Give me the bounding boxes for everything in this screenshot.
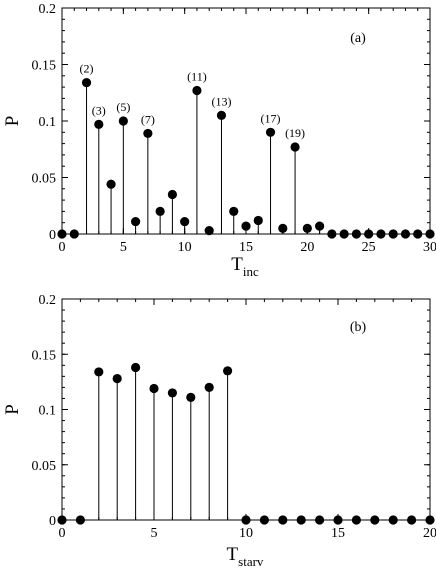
x-tick-label: 25	[362, 240, 376, 255]
data-point	[388, 229, 398, 239]
data-point	[57, 229, 67, 239]
point-annotation: (7)	[141, 112, 155, 126]
y-tick-label: 0.1	[39, 404, 57, 419]
data-point	[351, 229, 361, 239]
data-point	[204, 382, 214, 392]
x-axis-label-subscript: starv	[238, 554, 264, 569]
y-tick-label: 0	[49, 514, 56, 529]
point-annotation: (19)	[285, 126, 305, 140]
data-point	[425, 515, 435, 525]
data-point	[106, 179, 116, 189]
data-point	[131, 362, 141, 373]
y-tick-label: 0.15	[32, 59, 57, 74]
data-point	[186, 392, 196, 402]
data-point	[241, 515, 251, 525]
data-point	[118, 116, 128, 126]
x-tick-label: 10	[178, 240, 192, 255]
x-axis-label: Tstarv	[227, 544, 264, 569]
data-point	[376, 229, 386, 239]
data-point	[155, 206, 165, 216]
point-annotation: (2)	[80, 62, 94, 76]
x-axis-label: Tinc	[231, 254, 259, 279]
data-point	[302, 223, 312, 233]
x-tick-label: 5	[120, 240, 127, 255]
x-tick-label: 0	[59, 526, 66, 541]
data-point	[57, 515, 67, 525]
x-tick-label: 10	[239, 526, 253, 541]
data-point	[259, 515, 269, 525]
data-point	[94, 119, 104, 129]
point-annotation: (5)	[116, 100, 130, 114]
data-point	[241, 221, 251, 231]
data-point	[204, 226, 214, 236]
x-tick-label: 30	[423, 240, 436, 255]
data-point	[315, 221, 325, 231]
x-tick-label: 0	[59, 240, 66, 255]
data-point	[400, 229, 411, 239]
x-tick-label: 20	[423, 526, 436, 541]
x-tick-label: 5	[151, 526, 158, 541]
point-annotation: (13)	[211, 94, 231, 108]
data-point	[265, 127, 276, 137]
panel-b-chart: 0 5 10 15 20 0 0.05 0.1 0.15 0.2 (b) P Tstarv	[2, 293, 436, 569]
data-point	[351, 515, 361, 525]
plot-frame	[61, 7, 431, 235]
data-point	[94, 367, 104, 377]
data-point	[75, 515, 85, 525]
data-point	[149, 383, 159, 394]
data-point	[216, 110, 227, 120]
x-tick-label: 15	[331, 526, 345, 541]
x-tick-label: 15	[239, 240, 253, 255]
data-point	[81, 77, 92, 88]
data-point	[333, 515, 343, 525]
point-annotation: (11)	[187, 69, 207, 83]
data-point	[143, 128, 153, 139]
x-axis-label-subscript: inc	[243, 264, 259, 279]
y-tick-label: 0.05	[32, 459, 57, 474]
panel-label: (a)	[350, 31, 366, 46]
data-point	[167, 189, 177, 200]
data-point	[425, 229, 435, 239]
data-point	[296, 515, 306, 525]
data-point	[69, 229, 79, 239]
y-tick-label: 0	[49, 228, 56, 243]
data-point	[223, 366, 233, 376]
data-point	[180, 216, 190, 227]
data-point	[253, 215, 263, 226]
data-point	[413, 229, 423, 239]
data-point	[364, 229, 374, 239]
data-point	[192, 85, 202, 96]
data-point	[315, 515, 325, 525]
panel-label: (b)	[350, 320, 367, 335]
data-point	[339, 229, 349, 239]
data-point	[167, 388, 177, 398]
y-axis-label: P	[2, 404, 23, 415]
y-tick-label: 0.15	[32, 348, 57, 363]
x-axis-label-main: T	[231, 254, 243, 275]
point-annotation: (3)	[92, 103, 106, 117]
data-point	[131, 216, 141, 227]
data-point	[290, 142, 300, 152]
y-tick-label: 0.05	[32, 172, 57, 187]
data-point	[112, 373, 122, 384]
data-point	[229, 206, 239, 216]
data-point	[407, 515, 417, 525]
point-annotation: (17)	[261, 111, 281, 125]
x-tick-label: 20	[300, 240, 314, 255]
data-point	[370, 515, 380, 525]
panel-a-chart: 0 5 10 15 20 25 30 0 0.05 0.1 0.15 0.2 (2) (3) (5) (7) (…	[2, 2, 436, 279]
x-axis-label-main: T	[227, 544, 239, 565]
data-point	[327, 229, 337, 239]
y-tick-label: 0.2	[39, 293, 57, 308]
data-point	[388, 515, 398, 525]
data-point	[278, 223, 288, 233]
data-point	[278, 515, 288, 525]
y-axis-label: P	[2, 116, 23, 127]
y-tick-label: 0.1	[39, 115, 57, 130]
y-tick-label: 0.2	[39, 2, 57, 17]
